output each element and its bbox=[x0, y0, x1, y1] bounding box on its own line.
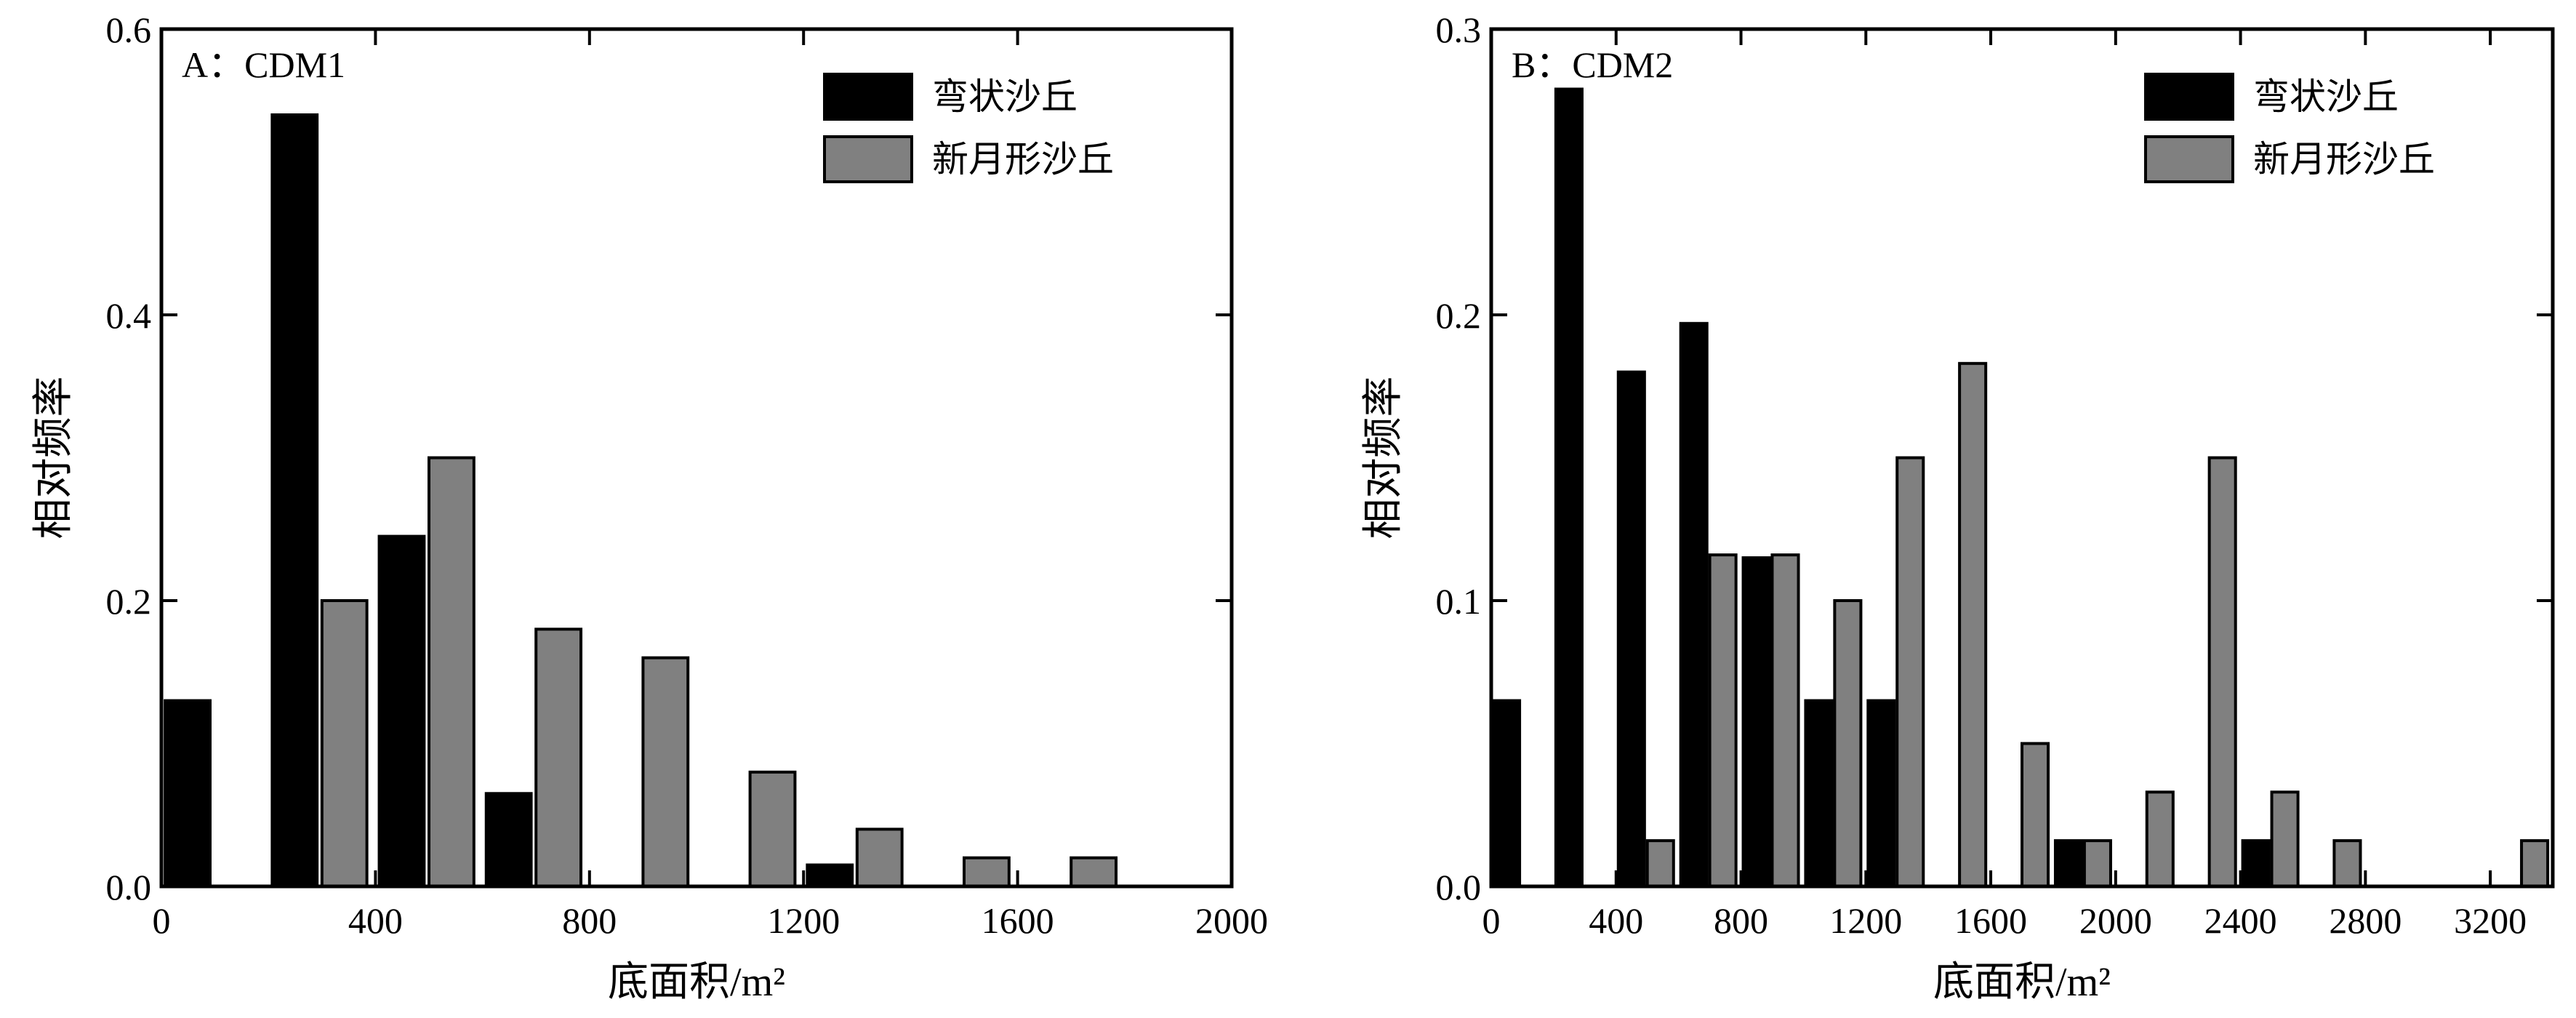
bar bbox=[2021, 742, 2050, 888]
x-tick-label: 2800 bbox=[2329, 900, 2402, 941]
x-tick-label: 2000 bbox=[1195, 900, 1268, 941]
bar bbox=[1554, 87, 1584, 888]
y-tick-label: 0.6 bbox=[106, 9, 152, 50]
bar bbox=[1492, 699, 1522, 888]
legend-label: 新月形沙丘 bbox=[932, 139, 1114, 180]
bar bbox=[1070, 856, 1118, 888]
y-axis: 0.0 0.2 0.4 0.6 bbox=[106, 9, 1232, 907]
bars bbox=[1492, 87, 2550, 889]
x-tick-label: 800 bbox=[1714, 900, 1768, 941]
x-tick-label: 2400 bbox=[2204, 900, 2277, 941]
panel-label: B：CDM2 bbox=[1512, 44, 1673, 85]
panel-label: A：CDM1 bbox=[182, 44, 345, 85]
bar bbox=[1958, 361, 1988, 888]
plot-frame bbox=[1489, 27, 2555, 889]
bar bbox=[806, 863, 854, 889]
bar bbox=[270, 113, 319, 888]
y-tick-label: 0.4 bbox=[106, 295, 152, 336]
bar bbox=[2207, 456, 2237, 888]
bar bbox=[2270, 790, 2300, 889]
x-tick-label: 800 bbox=[562, 900, 617, 941]
x-tick-label: 400 bbox=[348, 900, 403, 941]
y-tick-label: 0.0 bbox=[106, 867, 152, 907]
x-tick-label: 2000 bbox=[2079, 900, 2152, 941]
y-tick-label: 0.0 bbox=[1436, 867, 1482, 907]
bar bbox=[2520, 839, 2550, 888]
x-axis-title: 底面积/m² bbox=[608, 960, 785, 1005]
bar bbox=[641, 656, 690, 888]
bar bbox=[1804, 699, 1834, 888]
bar bbox=[1866, 699, 1896, 888]
bar bbox=[1833, 599, 1863, 888]
x-axis: 0 400 800 1200 1600 2000 bbox=[153, 29, 1268, 941]
bar bbox=[534, 628, 583, 888]
legend-swatch bbox=[2144, 135, 2234, 183]
x-tick-label: 1600 bbox=[1954, 900, 2027, 941]
y-axis-title: 相对频率 bbox=[1361, 377, 1406, 540]
plot-frame bbox=[159, 27, 1234, 889]
bar bbox=[1645, 839, 1675, 888]
bar bbox=[320, 599, 369, 888]
y-tick-label: 0.2 bbox=[106, 581, 152, 622]
series-2 bbox=[320, 456, 1118, 889]
legend-label: 新月形沙丘 bbox=[2253, 139, 2435, 180]
x-tick-label: 400 bbox=[1589, 900, 1643, 941]
bar bbox=[963, 856, 1011, 888]
series-1 bbox=[164, 113, 854, 889]
bar bbox=[1616, 370, 1646, 889]
legend-label: 弯状沙丘 bbox=[2253, 76, 2399, 117]
legend-swatch bbox=[823, 73, 913, 121]
bar bbox=[428, 456, 476, 888]
x-tick-label: 1600 bbox=[982, 900, 1054, 941]
y-tick-label: 0.2 bbox=[1436, 295, 1482, 336]
bar bbox=[2053, 839, 2084, 888]
bars bbox=[164, 113, 1118, 889]
x-tick-label: 3200 bbox=[2454, 900, 2527, 941]
bar bbox=[1770, 553, 1800, 888]
bar bbox=[748, 770, 797, 889]
bar bbox=[164, 699, 212, 888]
chart-b: 0 400 800 1200 1600 2000 2400 2800 3200 0.0 0.1 0.2… bbox=[1361, 9, 2555, 1005]
legend-swatch bbox=[823, 135, 913, 183]
bar bbox=[2332, 839, 2362, 888]
bar bbox=[1895, 456, 1925, 888]
legend-swatch bbox=[2144, 73, 2234, 121]
x-tick-label: 1200 bbox=[1829, 900, 1902, 941]
series-2 bbox=[1645, 361, 2550, 889]
x-tick-label: 1200 bbox=[767, 900, 840, 941]
y-axis: 0.0 0.1 0.2 0.3 bbox=[1436, 9, 2553, 907]
bar bbox=[2241, 839, 2271, 888]
y-tick-label: 0.1 bbox=[1436, 581, 1482, 622]
x-tick-label: 0 bbox=[153, 900, 171, 941]
bar bbox=[377, 534, 426, 888]
x-axis-title: 底面积/m² bbox=[1933, 960, 2111, 1005]
chart-a: 0 400 800 1200 1600 2000 0.0 0.2 0.4 0.6 底面积/m² 相对频… bbox=[31, 9, 1268, 1005]
y-axis-title: 相对频率 bbox=[31, 377, 76, 540]
bar bbox=[2082, 839, 2112, 888]
bar bbox=[1741, 556, 1771, 888]
bar bbox=[484, 792, 533, 889]
series-1 bbox=[1492, 87, 2271, 889]
bar bbox=[1708, 553, 1738, 888]
y-tick-label: 0.3 bbox=[1436, 9, 1482, 50]
x-axis: 0 400 800 1200 1600 2000 2400 2800 3200 bbox=[1482, 29, 2527, 941]
bar bbox=[855, 827, 904, 889]
x-tick-label: 0 bbox=[1482, 900, 1501, 941]
bar bbox=[1679, 321, 1709, 889]
bar bbox=[2145, 790, 2175, 889]
legend-label: 弯状沙丘 bbox=[932, 76, 1078, 117]
